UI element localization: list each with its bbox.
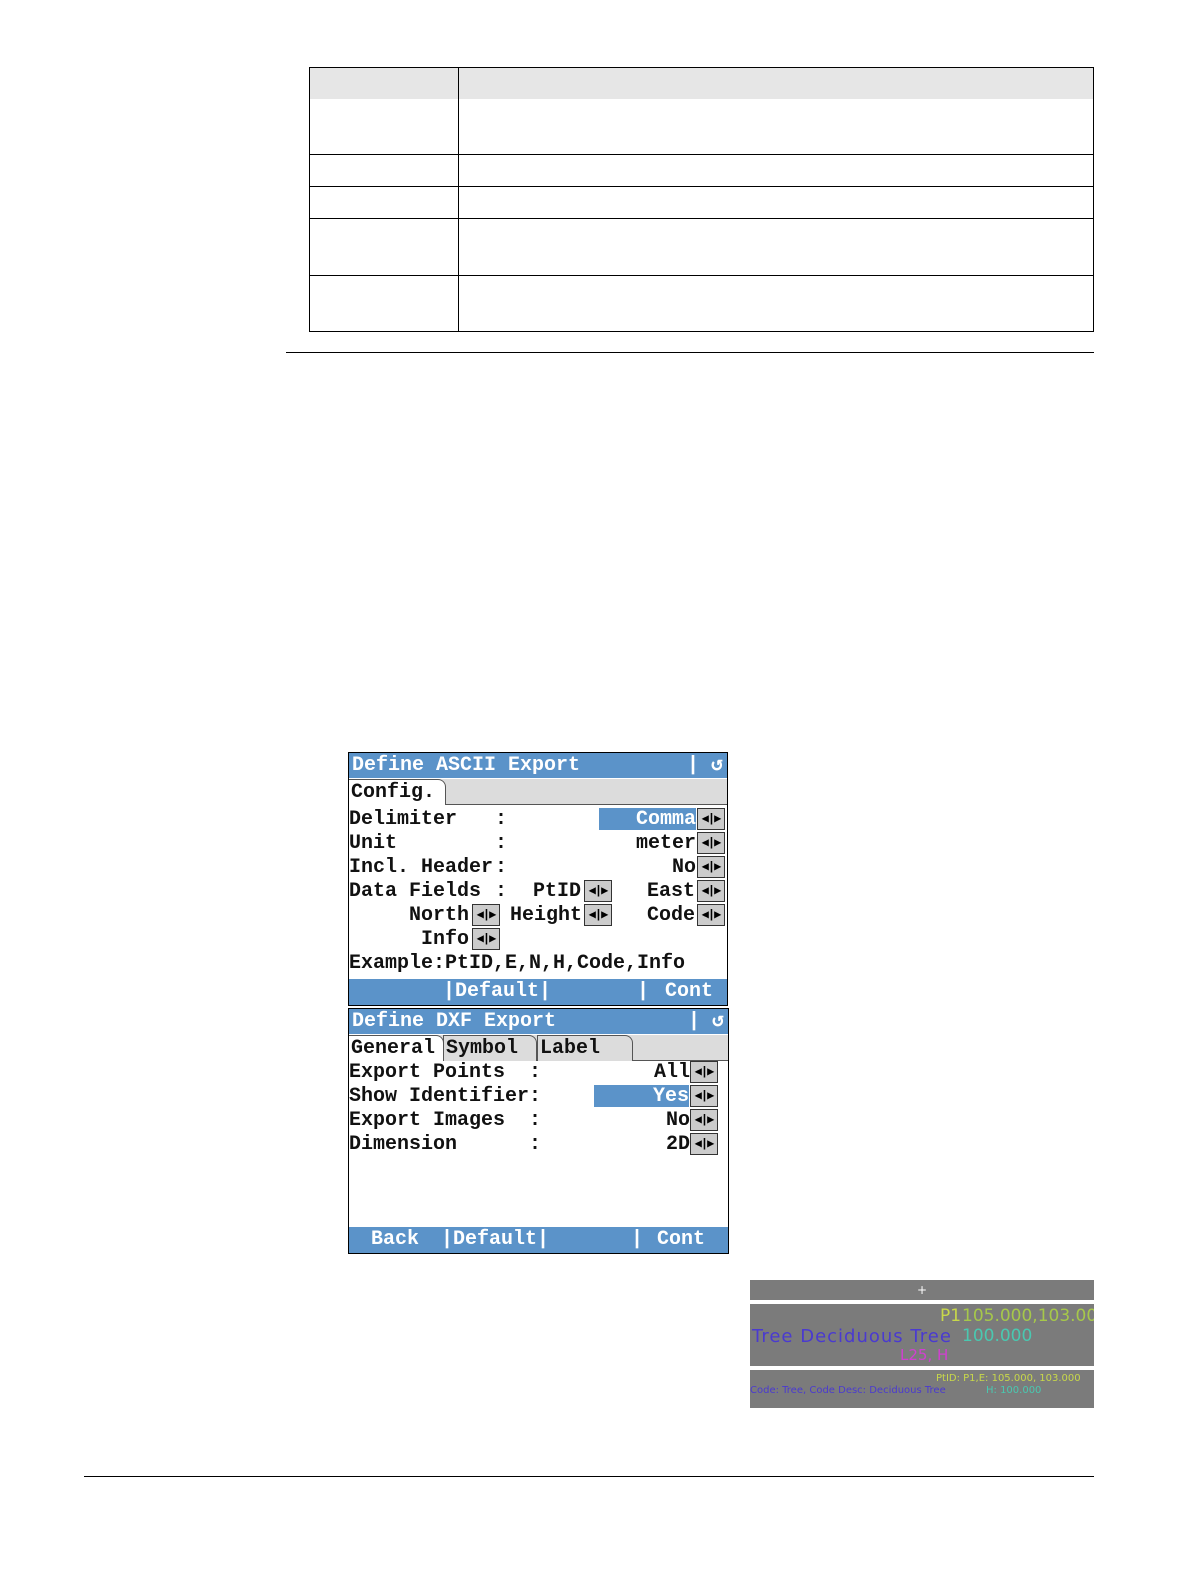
export-points-row[interactable]: Export Points : All ◀|▶ xyxy=(349,1061,728,1085)
coords-label: 105.000,103.000 xyxy=(962,1306,1094,1326)
small-height-label: H: 100.000 xyxy=(986,1385,1042,1396)
cont-button[interactable]: Cont xyxy=(665,980,714,1003)
row-value[interactable]: Yes xyxy=(594,1085,689,1108)
tab-symbol[interactable]: Symbol xyxy=(443,1035,537,1061)
left-right-arrows-icon[interactable]: ◀|▶ xyxy=(472,904,500,926)
colon: : xyxy=(529,1133,542,1156)
data-fields-row[interactable]: Data Fields : PtID ◀|▶ East ◀|▶ xyxy=(349,880,727,904)
tab-bar: General Symbol Label xyxy=(349,1035,728,1061)
table-row-divider xyxy=(310,154,1093,155)
footer-rule xyxy=(84,1476,1094,1477)
point-id-label: P1 xyxy=(940,1306,962,1326)
colon: : xyxy=(495,808,508,831)
softkey-bar: |Default| | Cont xyxy=(349,979,727,1005)
header-value[interactable]: No xyxy=(671,856,696,879)
row-label: Show Identifier xyxy=(349,1085,530,1108)
extra-label: L25, H xyxy=(900,1346,949,1364)
field-height[interactable]: Height xyxy=(510,904,583,927)
row-value[interactable]: No xyxy=(665,1109,690,1132)
delimiter-row[interactable]: Delimiter : Comma ◀|▶ xyxy=(349,808,727,832)
cad-label-preview: P1 105.000,103.000 Tree Deciduous Tree 1… xyxy=(750,1304,1094,1366)
define-dxf-export-screen: Define DXF Export | ↺ General Symbol Lab… xyxy=(348,1008,729,1254)
row-value[interactable]: 2D xyxy=(665,1133,690,1156)
tab-label[interactable]: Label xyxy=(537,1035,633,1061)
code-label: Tree Deciduous Tree xyxy=(752,1326,952,1347)
table-row-divider xyxy=(310,218,1093,219)
tab-general[interactable]: General xyxy=(349,1035,444,1061)
cad-detail-preview: PtID: P1,E: 105.000, 103.000 Code: Tree,… xyxy=(750,1370,1094,1408)
crosshair-icon: + xyxy=(916,1283,928,1297)
table-row-divider xyxy=(310,275,1093,276)
colon: : xyxy=(529,1109,542,1132)
colon: : xyxy=(529,1085,542,1108)
tab-bar: Config. xyxy=(349,779,727,805)
small-code-label: Code: Tree, Code Desc: Deciduous Tree xyxy=(750,1385,946,1396)
screen-title: Define ASCII Export xyxy=(349,753,727,778)
row-label: Dimension xyxy=(349,1133,458,1156)
field-north[interactable]: North xyxy=(409,904,470,927)
dimension-row[interactable]: Dimension : 2D ◀|▶ xyxy=(349,1133,728,1157)
field-ptid[interactable]: PtID xyxy=(533,880,582,903)
left-right-arrows-icon[interactable]: ◀|▶ xyxy=(584,880,612,902)
table-header xyxy=(310,68,1093,99)
left-right-arrows-icon[interactable]: ◀|▶ xyxy=(690,1109,718,1131)
row-label: Export Points xyxy=(349,1061,506,1084)
return-arrow-icon[interactable]: | ↺ xyxy=(686,754,723,777)
height-label: 100.000 xyxy=(962,1326,1033,1346)
left-right-arrows-icon[interactable]: ◀|▶ xyxy=(584,904,612,926)
colon: : xyxy=(495,856,508,879)
left-right-arrows-icon[interactable]: ◀|▶ xyxy=(697,832,725,854)
delimiter-value[interactable]: Comma xyxy=(599,808,696,831)
define-ascii-export-screen: Define ASCII Export | ↺ Config. Delimite… xyxy=(348,752,728,1006)
default-button[interactable]: |Default| xyxy=(443,980,552,1003)
column-divider xyxy=(458,68,459,331)
unit-row[interactable]: Unit : meter ◀|▶ xyxy=(349,832,727,856)
row-label: Export Images xyxy=(349,1109,506,1132)
default-button[interactable]: |Default| xyxy=(441,1228,550,1251)
left-right-arrows-icon[interactable]: ◀|▶ xyxy=(697,808,725,830)
data-fields-row-2[interactable]: North ◀|▶ Height ◀|▶ Code ◀|▶ xyxy=(349,904,727,928)
show-identifier-row[interactable]: Show Identifier : Yes ◀|▶ xyxy=(349,1085,728,1109)
delimiter-label: Delimiter xyxy=(349,808,458,831)
colon: : xyxy=(495,832,508,855)
left-right-arrows-icon[interactable]: ◀|▶ xyxy=(697,904,725,926)
row-value[interactable]: All xyxy=(653,1061,690,1084)
return-arrow-icon[interactable]: | ↺ xyxy=(687,1010,724,1033)
screen-title: Define DXF Export xyxy=(349,1009,728,1034)
left-right-arrows-icon[interactable]: ◀|▶ xyxy=(697,880,725,902)
unit-label: Unit xyxy=(349,832,398,855)
tab-config[interactable]: Config. xyxy=(349,779,446,805)
colon: : xyxy=(495,880,508,903)
left-right-arrows-icon[interactable]: ◀|▶ xyxy=(697,856,725,878)
cad-crosshair-strip: + xyxy=(750,1280,1094,1300)
separator: | xyxy=(637,980,650,1003)
small-point-label: PtID: P1,E: 105.000, 103.000 xyxy=(936,1373,1081,1384)
export-images-row[interactable]: Export Images : No ◀|▶ xyxy=(349,1109,728,1133)
field-east[interactable]: East xyxy=(647,880,696,903)
left-right-arrows-icon[interactable]: ◀|▶ xyxy=(690,1085,718,1107)
cont-button[interactable]: Cont xyxy=(657,1228,706,1251)
left-right-arrows-icon[interactable]: ◀|▶ xyxy=(472,928,500,950)
header-row[interactable]: Incl. Header : No ◀|▶ xyxy=(349,856,727,880)
left-right-arrows-icon[interactable]: ◀|▶ xyxy=(690,1133,718,1155)
data-fields-label: Data Fields xyxy=(349,880,482,903)
unit-value[interactable]: meter xyxy=(635,832,696,855)
field-info[interactable]: Info xyxy=(421,928,470,951)
parameter-table xyxy=(309,67,1094,332)
softkey-bar: Back |Default| | Cont xyxy=(349,1227,728,1253)
back-button[interactable]: Back xyxy=(371,1228,420,1251)
table-row-divider xyxy=(310,186,1093,187)
data-fields-row-3[interactable]: Info ◀|▶ xyxy=(349,928,727,952)
left-right-arrows-icon[interactable]: ◀|▶ xyxy=(690,1061,718,1083)
header-label: Incl. Header xyxy=(349,856,494,879)
colon: : xyxy=(529,1061,542,1084)
example-text: Example:PtID,E,N,H,Code,Info xyxy=(349,952,686,975)
field-code[interactable]: Code xyxy=(647,904,696,927)
section-rule xyxy=(286,352,1094,353)
separator: | xyxy=(631,1228,644,1251)
